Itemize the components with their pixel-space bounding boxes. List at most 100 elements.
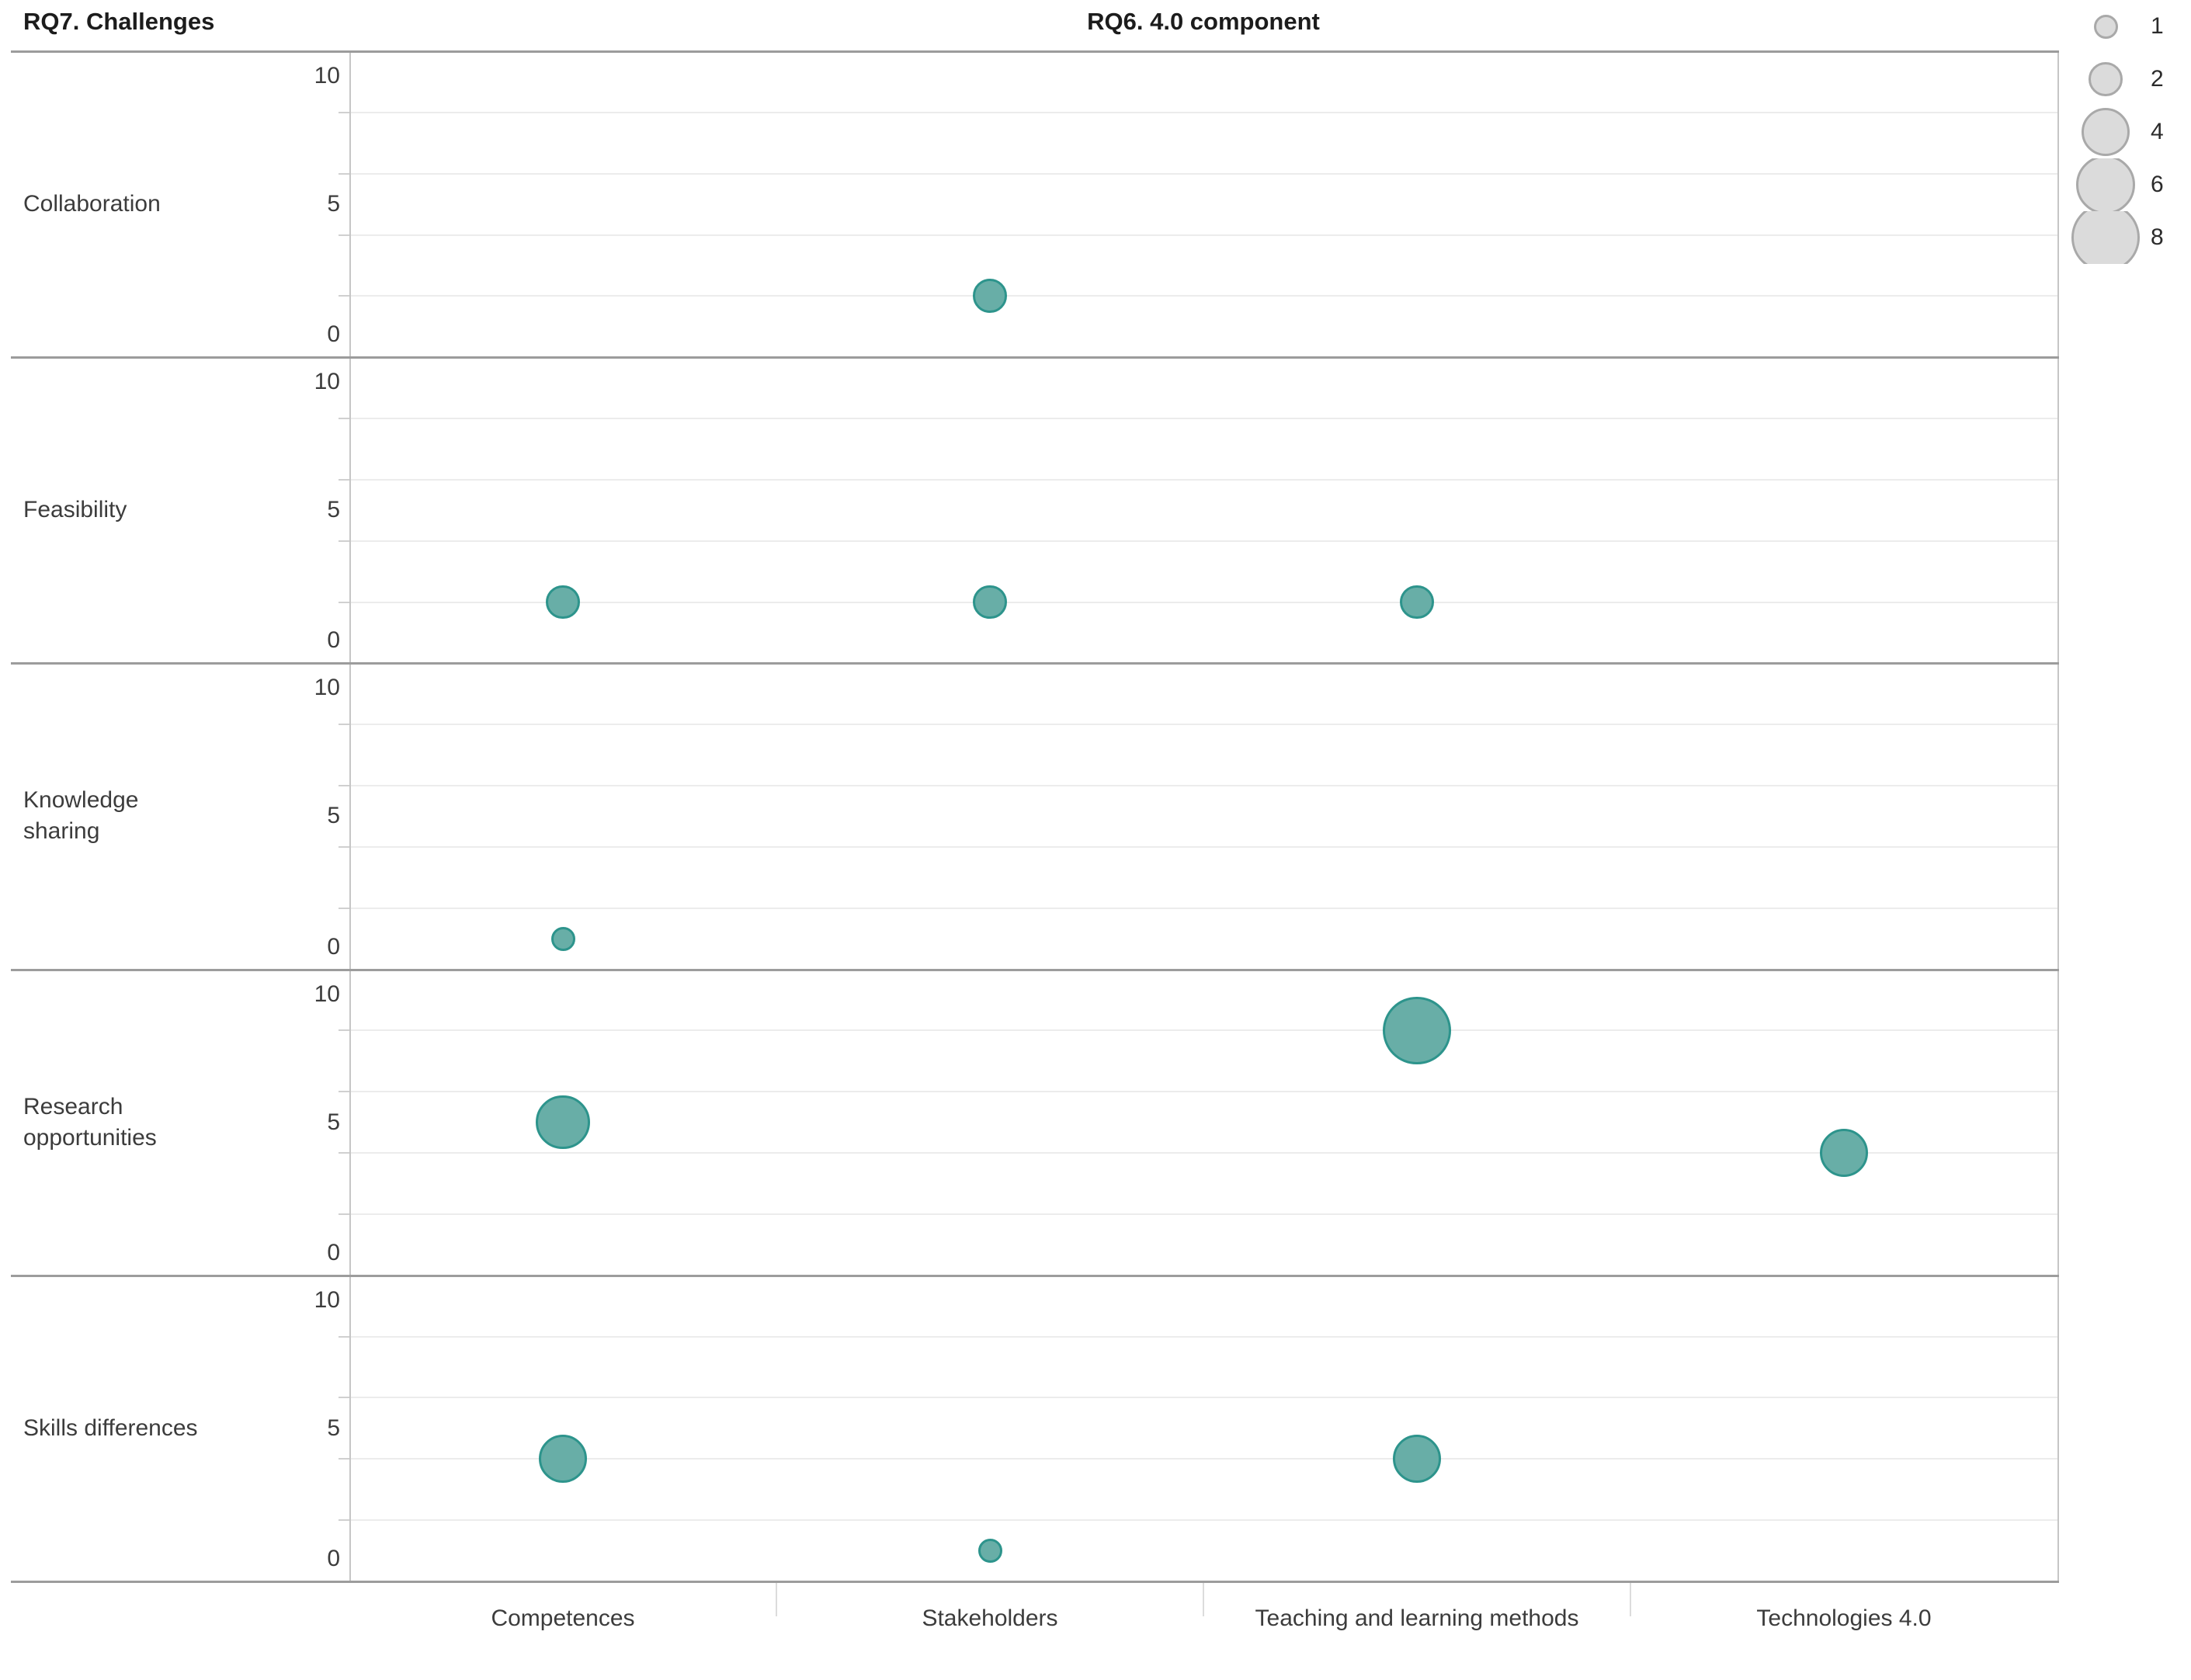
column-label[interactable]: Stakeholders [922, 1605, 1058, 1631]
chart-row: Knowledge sharing 10 5 0 [0, 663, 2191, 969]
legend-item[interactable]: 1 [2068, 0, 2189, 53]
y-tick-label: 10 [314, 1286, 340, 1313]
chart-pane [339, 663, 2057, 969]
row-label[interactable]: Knowledge sharing [23, 787, 139, 845]
gridline [349, 234, 2057, 236]
y-tick-mark [339, 907, 349, 909]
row-label[interactable]: Collaboration [23, 191, 161, 217]
y-tick-mark [339, 1519, 349, 1522]
legend-item[interactable]: 2 [2068, 53, 2189, 106]
gridline [349, 1519, 2057, 1522]
y-tick-mark [339, 845, 349, 848]
data-bubble[interactable] [973, 585, 1007, 620]
legend-bubble-box [2068, 53, 2143, 106]
legend-size-label: 8 [2151, 224, 2164, 250]
legend-bubble-box [2068, 106, 2143, 158]
gridline [349, 418, 2057, 420]
y-tick-label: 0 [327, 933, 340, 960]
legend-bubble-box [2068, 158, 2143, 211]
chart-row: Skills differences 10 5 0 [0, 1276, 2191, 1581]
row-separator-line [11, 662, 2059, 665]
gridline [349, 1029, 2057, 1032]
gridline [349, 601, 2057, 603]
y-tick-label: 0 [327, 627, 340, 654]
chart-row: Collaboration 10 5 0 [0, 51, 2191, 357]
legend-circle-icon [2093, 14, 2118, 39]
y-tick-label: 5 [327, 803, 340, 829]
chart-row: Feasibility 10 5 0 [0, 357, 2191, 663]
y-tick-mark [339, 724, 349, 726]
column-label[interactable]: Technologies 4.0 [1756, 1605, 1932, 1631]
y-tick-label: 5 [327, 191, 340, 217]
column-label[interactable]: Competences [491, 1605, 635, 1631]
y-axis-line [349, 51, 351, 1581]
legend-size-label: 2 [2151, 66, 2164, 92]
row-separator-line [11, 968, 2059, 971]
column-divider [1203, 1583, 1204, 1616]
y-tick-mark [339, 1152, 349, 1154]
y-tick-mark [339, 601, 349, 603]
column-divider [1630, 1583, 1631, 1616]
column-label[interactable]: Teaching and learning methods [1255, 1605, 1579, 1631]
y-tick-label: 5 [327, 497, 340, 523]
data-bubble[interactable] [546, 585, 580, 620]
data-bubble[interactable] [1400, 585, 1434, 620]
gridline [349, 295, 2057, 297]
legend-circle-icon [2089, 62, 2123, 96]
legend-bubble-box [2068, 211, 2143, 264]
gridline [349, 1335, 2057, 1338]
legend-circle-icon [2082, 108, 2130, 156]
legend-item[interactable]: 4 [2068, 106, 2189, 158]
gridline [349, 478, 2057, 481]
column-divider [776, 1583, 777, 1616]
legend-size-label: 4 [2151, 119, 2164, 144]
data-bubble[interactable] [977, 1539, 1002, 1564]
data-bubble[interactable] [1393, 1435, 1441, 1484]
y-tick-mark [339, 540, 349, 542]
y-tick-label: 0 [327, 1239, 340, 1265]
row-separator-line [11, 356, 2059, 359]
row-label[interactable]: Research opportunities [23, 1093, 157, 1151]
legend-circle-icon [2076, 158, 2135, 211]
legend-circle-icon [2071, 211, 2140, 264]
legend-size-label: 6 [2151, 172, 2164, 197]
y-tick-mark [339, 785, 349, 787]
gridline [349, 1458, 2057, 1460]
y-tick-mark [339, 1458, 349, 1460]
row-label[interactable]: Skills differences [23, 1414, 198, 1441]
gridline [349, 1213, 2057, 1215]
chart-row: Research opportunities 10 5 0 [0, 970, 2191, 1276]
row-separator-line [11, 1274, 2059, 1277]
data-bubble[interactable] [539, 1435, 587, 1484]
y-tick-mark [339, 111, 349, 113]
gridline [349, 845, 2057, 848]
y-tick-mark [339, 478, 349, 481]
y-tick-mark [339, 172, 349, 175]
legend-item[interactable]: 8 [2068, 211, 2189, 264]
y-tick-mark [339, 1029, 349, 1032]
y-tick-label: 0 [327, 321, 340, 348]
y-tick-mark [339, 1213, 349, 1215]
legend-item[interactable]: 6 [2068, 158, 2189, 211]
y-tick-label: 10 [314, 63, 340, 89]
y-tick-mark [339, 1397, 349, 1399]
size-legend: 1 2 4 6 8 [2068, 0, 2189, 264]
row-separator-line [11, 50, 2059, 53]
y-tick-mark [339, 1335, 349, 1338]
y-tick-label: 10 [314, 981, 340, 1007]
gridline [349, 1091, 2057, 1093]
data-bubble[interactable] [536, 1095, 590, 1150]
legend-bubble-box [2068, 0, 2143, 53]
row-label[interactable]: Feasibility [23, 497, 127, 523]
data-bubble[interactable] [550, 926, 575, 951]
chart-pane [339, 357, 2057, 663]
chart-pane [339, 970, 2057, 1276]
data-bubble[interactable] [1820, 1129, 1868, 1178]
gridline [349, 785, 2057, 787]
y-tick-label: 0 [327, 1545, 340, 1571]
y-tick-mark [339, 1091, 349, 1093]
gridline [349, 540, 2057, 542]
gridline [349, 172, 2057, 175]
data-bubble[interactable] [973, 279, 1007, 314]
data-bubble[interactable] [1383, 996, 1451, 1065]
